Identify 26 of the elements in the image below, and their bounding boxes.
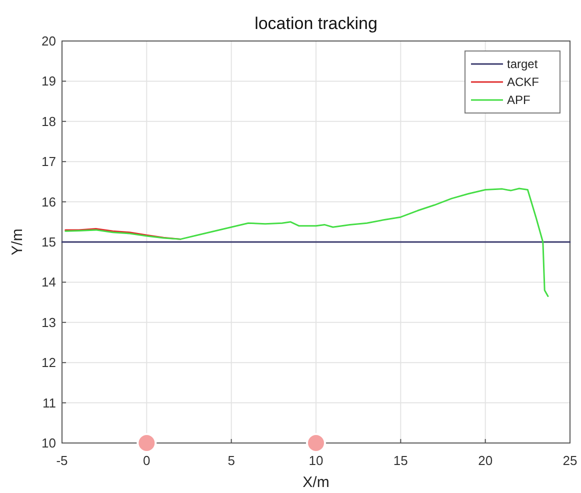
y-tick-label: 17: [42, 154, 56, 170]
x-tick-label: 15: [393, 453, 408, 468]
y-tick-label: 13: [42, 314, 56, 330]
y-tick-label: 18: [42, 114, 56, 129]
x-axis-title: X/m: [302, 474, 330, 491]
y-tick-label: 16: [42, 194, 56, 210]
y-tick-label: 20: [42, 34, 56, 48]
x-tick-label: 5: [228, 453, 235, 468]
y-tick-label: 19: [42, 74, 56, 89]
x-tick-label: 20: [478, 453, 493, 468]
legend-label: ACKF: [507, 75, 540, 89]
x-tick-label: 25: [562, 453, 578, 468]
x-tick-label: -5: [56, 453, 68, 468]
y-tick-label: 12: [42, 355, 56, 370]
line-series: [64, 228, 182, 240]
x-tick-label: 10: [308, 453, 324, 468]
y-tick-label: 10: [42, 436, 56, 450]
y-tick-label: 14: [42, 274, 56, 290]
legend-label: target: [507, 57, 538, 71]
y-tick-label: 15: [42, 234, 56, 250]
chart-title: location tracking: [254, 14, 378, 33]
y-axis-title: Y/m: [9, 228, 26, 256]
line-series: [64, 188, 549, 298]
y-tick-label: 11: [42, 395, 56, 410]
x-tick-label: 0: [143, 453, 150, 468]
legend-label: APF: [507, 93, 530, 107]
